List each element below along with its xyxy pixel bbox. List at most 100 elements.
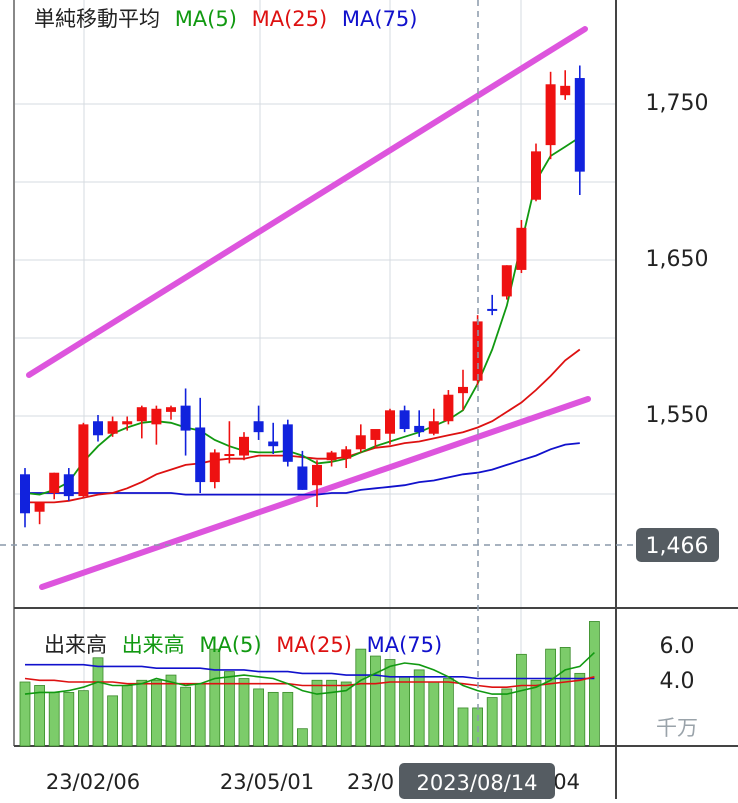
candle-body — [78, 424, 89, 497]
volume-bar — [267, 691, 279, 747]
volume-bar — [355, 648, 367, 747]
candlesticks — [20, 65, 585, 528]
volume-bar — [238, 678, 250, 747]
volume-legend-ma5: MA(5) — [199, 633, 261, 657]
candle — [253, 405, 264, 440]
candle — [385, 408, 395, 445]
volume-legend: 出来高 出来高 MA(5) MA(25) MA(75) — [44, 633, 442, 657]
candle-body — [443, 394, 454, 422]
volume-bar — [209, 648, 221, 747]
y-tick-label: 1,750 — [646, 91, 709, 116]
volume-bar — [107, 695, 118, 747]
volume-ma25-line — [24, 676, 595, 689]
candle-body — [49, 472, 60, 493]
candle-body — [195, 427, 206, 483]
volume-bar — [486, 697, 498, 747]
candle — [531, 143, 541, 202]
volume-bar — [545, 648, 556, 747]
price-legend: 単純移動平均 MA(5) MA(25) MA(75) — [34, 7, 417, 31]
volume-bar — [428, 681, 440, 747]
volume-bar — [516, 653, 527, 747]
x-tick-label: 23/0 — [347, 770, 394, 794]
candle-body — [209, 452, 220, 483]
volume-bar — [589, 621, 600, 747]
candle-body — [472, 321, 483, 381]
candle — [239, 432, 249, 461]
candle — [574, 65, 585, 196]
trendlines — [26, 26, 591, 590]
volume-bar — [559, 647, 571, 747]
candle — [326, 450, 337, 467]
x-tick-label: 04 — [553, 770, 580, 794]
volume-bar — [369, 655, 381, 747]
volume-bar — [165, 674, 177, 747]
price-legend-ma75: MA(75) — [342, 7, 418, 31]
candle — [399, 405, 410, 433]
volume-bar — [311, 679, 323, 747]
volume-legend-ma75: MA(75) — [367, 633, 443, 657]
candle-body — [516, 227, 527, 270]
x-tick-label: 23/02/06 — [46, 770, 140, 794]
candle — [312, 460, 322, 508]
current-price-badge: 1,466 — [636, 528, 719, 562]
candle — [34, 502, 45, 525]
volume-bar — [223, 671, 235, 747]
price-legend-ma5: MA(5) — [175, 7, 237, 31]
candle — [136, 405, 147, 439]
candle-body — [20, 474, 30, 514]
candle — [166, 405, 176, 420]
volume-bar — [399, 676, 411, 747]
volume-legend-ma25: MA(25) — [276, 633, 352, 657]
volume-bar — [136, 679, 148, 747]
candle-body — [326, 452, 337, 461]
volume-bar — [442, 678, 454, 747]
candle-body — [428, 421, 439, 434]
candle-body — [385, 410, 395, 434]
candle-body — [560, 85, 571, 96]
candle — [195, 397, 206, 493]
crosshair-date-badge: 2023/08/14 — [399, 763, 555, 799]
volume-bar — [530, 679, 542, 747]
volume-ma5-line — [24, 652, 595, 695]
candle-body — [297, 466, 308, 490]
candle-body — [166, 407, 176, 412]
candle — [224, 421, 235, 464]
candle — [107, 416, 118, 437]
candle-body — [282, 424, 293, 462]
candle — [545, 71, 556, 160]
candle-body — [370, 429, 381, 440]
candle-body — [312, 464, 322, 486]
volume-bar — [413, 669, 425, 747]
volume-bar — [326, 679, 338, 747]
y-tick-label: 1,550 — [646, 403, 709, 428]
volume-bar — [92, 657, 104, 747]
candle — [443, 390, 454, 425]
x-tick-label: 23/05/01 — [220, 770, 314, 794]
price-legend-title: 単純移動平均 — [34, 7, 160, 31]
candle-body — [107, 421, 118, 434]
x-axis: 23/02/06 23/05/01 23/0 04 — [46, 770, 580, 794]
candle-body — [574, 78, 585, 172]
candle-body — [180, 405, 191, 431]
volume-tick-label: 4.0 — [660, 669, 695, 694]
volume-bar — [78, 690, 89, 747]
candle — [63, 468, 74, 501]
price-moving-averages — [24, 136, 581, 504]
y-axis: 1,750 1,650 1,550 — [646, 91, 709, 428]
candle-body — [355, 435, 366, 450]
candle-body — [268, 441, 279, 447]
candle — [355, 424, 366, 453]
candle-body — [414, 425, 425, 433]
volume-tick-label: 6.0 — [660, 634, 695, 659]
candle-body — [122, 421, 133, 425]
candle — [560, 70, 571, 100]
volume-bar — [340, 681, 352, 747]
candle-body — [239, 436, 249, 456]
candle — [282, 419, 293, 467]
candle-body — [63, 474, 74, 497]
candle — [414, 410, 425, 437]
candle-body — [253, 421, 264, 433]
candle-body — [151, 408, 162, 425]
